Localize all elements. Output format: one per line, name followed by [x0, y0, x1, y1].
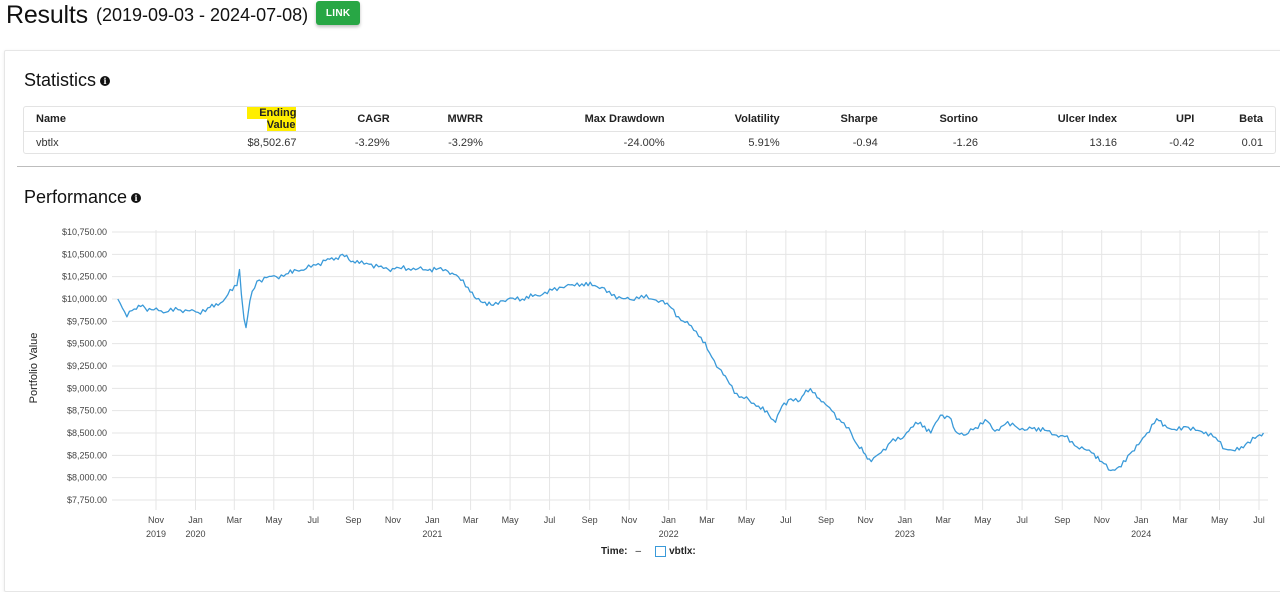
x-tick-label: Mar [1172, 515, 1188, 525]
legend-time-label: Time: [601, 546, 628, 557]
x-tick-year: 2020 [185, 529, 205, 539]
y-tick-label: $8,250.00 [67, 450, 107, 460]
x-tick-label: Jan [425, 515, 440, 525]
x-tick-label: Sep [345, 515, 361, 525]
x-tick-label: Sep [818, 515, 834, 525]
y-tick-label: $8,000.00 [67, 473, 107, 483]
chart-grid [112, 230, 1268, 510]
x-tick-year: 2024 [1131, 529, 1151, 539]
x-tick-label: May [1211, 515, 1229, 525]
page-header: Results (2019-09-03 - 2024-07-08) LINK [6, 0, 361, 30]
cell-mwrr: -3.29% [448, 136, 483, 149]
y-axis-title: Portfolio Value [28, 333, 40, 404]
y-tick-label: $8,500.00 [67, 428, 107, 438]
info-icon[interactable]: i [131, 192, 142, 203]
x-tick-label: Jan [1134, 515, 1149, 525]
x-tick-label: Nov [1094, 515, 1111, 525]
x-tick-label: Nov [148, 515, 165, 525]
x-tick-label: May [738, 515, 756, 525]
col-max-drawdown: Max Drawdown [494, 107, 677, 132]
cell-ulcer-index: 13.16 [1089, 136, 1118, 149]
x-tick-label: Jul [780, 515, 792, 525]
cell-upi: -0.42 [1169, 136, 1195, 149]
vbtlx-line[interactable] [117, 253, 1265, 472]
ending-value-highlight: Ending Value [247, 107, 297, 131]
col-sortino: Sortino [889, 107, 990, 132]
x-tick-label: Jan [898, 515, 913, 525]
y-tick-label: $10,750.00 [62, 227, 107, 237]
y-tick-label: $10,250.00 [62, 272, 107, 282]
statistics-table: Name Ending Value CAGR MWRR Max Drawdown… [23, 106, 1276, 154]
x-tick-label: Jul [1253, 515, 1265, 525]
y-tick-label: $10,500.00 [62, 249, 107, 259]
statistics-title: Statistics [24, 70, 97, 90]
x-tick-label: Jan [661, 515, 676, 525]
col-upi: UPI [1129, 107, 1207, 132]
y-tick-label: $9,250.00 [67, 361, 107, 371]
legend-swatch-icon[interactable] [655, 546, 667, 557]
legend-series-label[interactable]: vbtlx: [669, 546, 696, 557]
y-tick-label: $9,000.00 [67, 383, 107, 393]
cell-max-drawdown: -24.00% [623, 136, 665, 149]
date-range: (2019-09-03 - 2024-07-08) [95, 4, 309, 25]
x-tick-label: Nov [385, 515, 402, 525]
x-tick-label: Jul [1016, 515, 1028, 525]
x-tick-year: 2022 [659, 529, 679, 539]
cell-cagr: -3.29% [354, 136, 390, 149]
y-tick-label: $9,750.00 [67, 316, 107, 326]
x-axis-ticks: Nov 2019 Jan 2020 Mar May Jul Sep Nov Jan 2021 Mar M… [146, 515, 1265, 539]
x-tick-label: Jan [188, 515, 203, 525]
x-tick-label: Jul [544, 515, 556, 525]
cell-volatility: 5.91% [748, 136, 780, 149]
y-tick-label: $7,750.00 [67, 495, 107, 505]
x-tick-year: 2023 [895, 529, 915, 539]
x-tick-label: Sep [582, 515, 598, 525]
col-ulcer-index: Ulcer Index [989, 107, 1130, 132]
table-row: vbtlx $8,502.67 -3.29% -3.29% -24.00% 5.… [24, 132, 1275, 153]
chart-legend: Time: – vbtlx: [601, 546, 696, 557]
page-title: Results [6, 0, 88, 29]
cell-sharpe: -0.94 [852, 136, 878, 149]
x-tick-label: May [502, 515, 520, 525]
x-tick-label: Mar [463, 515, 479, 525]
col-beta: Beta [1206, 107, 1275, 132]
x-tick-label: Nov [857, 515, 874, 525]
col-cagr: CAGR [308, 107, 402, 132]
x-tick-label: Mar [935, 515, 951, 525]
performance-title: Performance [24, 187, 128, 207]
x-tick-label: Mar [699, 515, 715, 525]
x-tick-label: Jul [308, 515, 320, 525]
link-button[interactable]: LINK [316, 1, 361, 25]
col-ending-value: Ending Value [205, 107, 309, 132]
y-tick-label: $10,000.00 [62, 294, 107, 304]
y-axis-ticks: $10,750.00 $10,500.00 $10,250.00 $10,000.00… [62, 227, 107, 505]
cell-name: vbtlx [36, 136, 59, 149]
section-divider [17, 166, 1280, 167]
col-name: Name [24, 107, 206, 132]
x-tick-year: 2021 [422, 529, 442, 539]
info-icon[interactable]: i [100, 75, 111, 86]
cell-sortino: -1.26 [952, 136, 978, 149]
x-tick-label: Mar [227, 515, 243, 525]
y-tick-label: $8,750.00 [67, 406, 107, 416]
cell-ending-value: $8,502.67 [247, 136, 297, 149]
cell-beta: 0.01 [1241, 136, 1263, 149]
performance-chart[interactable]: $10,750.00 $10,500.00 $10,250.00 $10,000.00… [0, 0, 1280, 576]
x-tick-year: 2019 [146, 529, 166, 539]
y-tick-label: $9,500.00 [67, 339, 107, 349]
x-tick-label: Nov [621, 515, 638, 525]
col-sharpe: Sharpe [791, 107, 890, 132]
table-header-row: Name Ending Value CAGR MWRR Max Drawdown… [24, 107, 1275, 132]
x-tick-label: May [974, 515, 992, 525]
legend-time-value: – [635, 546, 642, 557]
performance-heading: Performance i [24, 187, 142, 208]
col-volatility: Volatility [676, 107, 792, 132]
x-tick-label: May [265, 515, 283, 525]
statistics-heading: Statistics i [24, 70, 111, 91]
x-tick-label: Sep [1054, 515, 1070, 525]
col-mwrr: MWRR [401, 107, 495, 132]
